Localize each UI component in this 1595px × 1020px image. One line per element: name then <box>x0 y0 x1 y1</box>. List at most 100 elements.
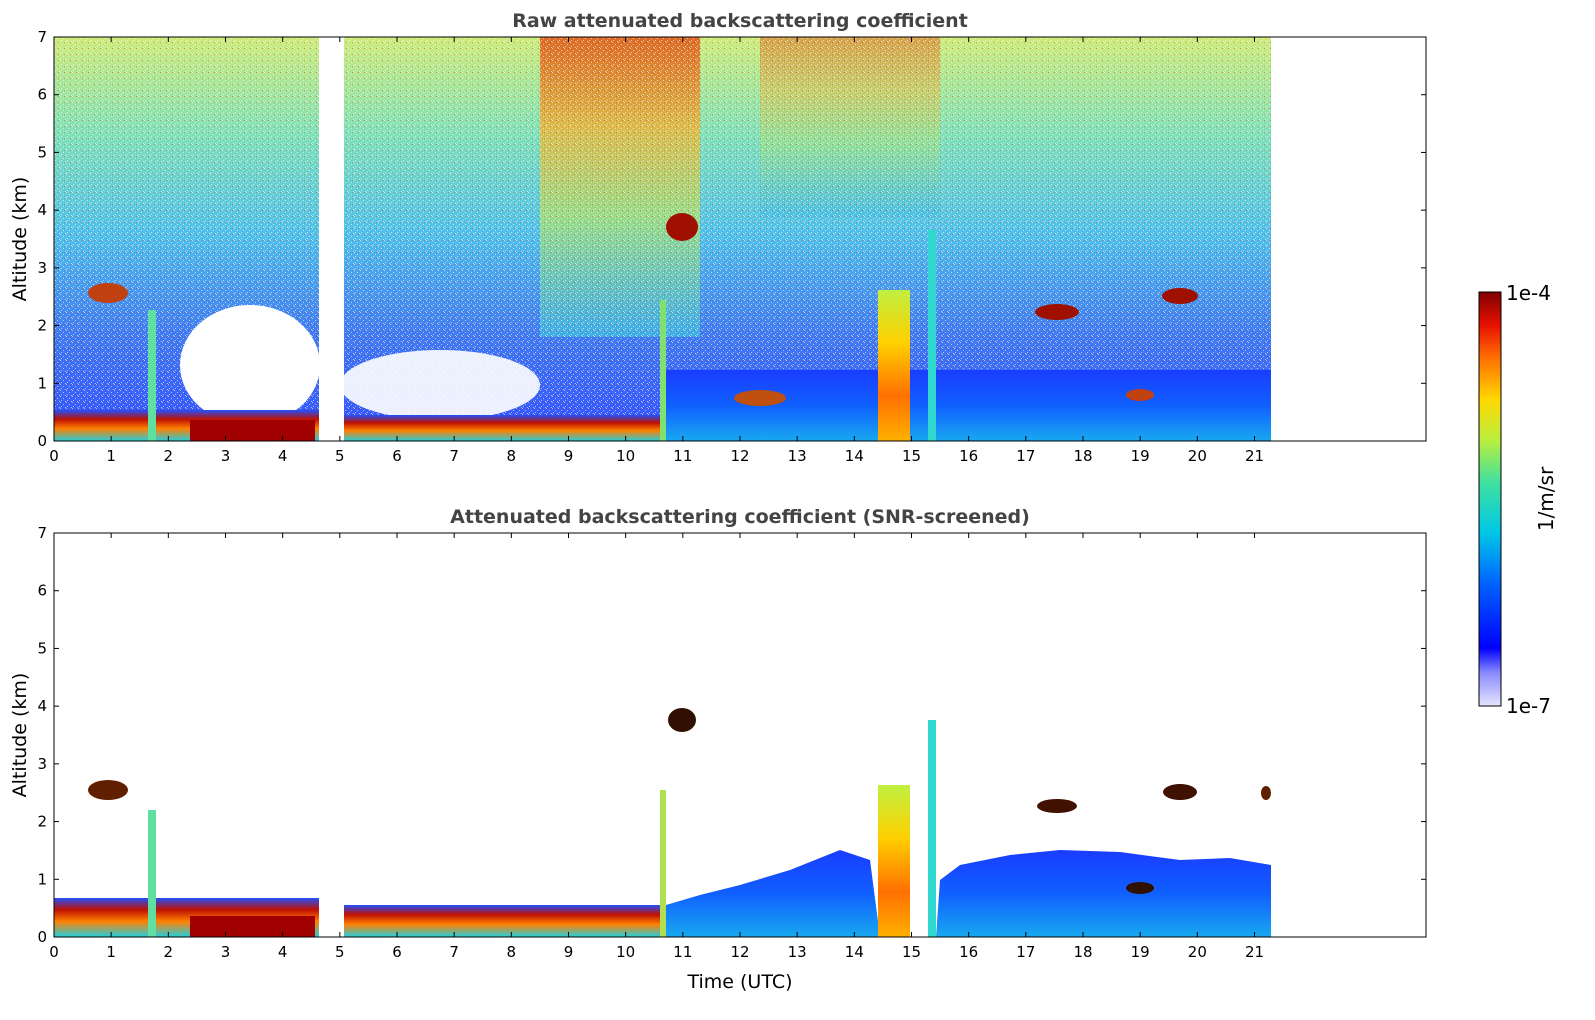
screened-cloud-4 <box>88 780 128 800</box>
x-tick-label: 18 <box>1073 943 1092 961</box>
x-tick-label: 16 <box>959 943 978 961</box>
raw-clear-void-1 <box>180 305 320 425</box>
raw-fall-streak <box>660 300 666 441</box>
x-tick-label: 9 <box>564 943 574 961</box>
raw-clear-void-2 <box>340 350 540 420</box>
x-tick-label: 21 <box>1245 943 1264 961</box>
y-tick-label: 7 <box>37 524 47 542</box>
screened-cloud-6 <box>1126 882 1154 894</box>
raw-precip-column <box>878 290 910 441</box>
x-tick-label: 4 <box>278 447 288 465</box>
x-tick-label: 1 <box>106 447 116 465</box>
x-tick-label: 5 <box>335 943 345 961</box>
screened-low-cloud-2 <box>936 850 1271 937</box>
colorbar: 1e-4 1e-7 1/m/sr <box>1478 281 1558 718</box>
y-tick-label: 5 <box>37 639 47 657</box>
x-tick-label: 15 <box>902 447 921 465</box>
colorbar-max-label: 1e-4 <box>1506 281 1551 305</box>
y-tick-label: 2 <box>37 317 47 335</box>
x-tick-label: 7 <box>449 447 459 465</box>
screened-backscatter-panel: Attenuated backscattering coefficient (S… <box>9 506 1427 993</box>
x-tick-label: 0 <box>49 943 59 961</box>
y-tick-label: 6 <box>37 86 47 104</box>
panel-title: Raw attenuated backscattering coefficien… <box>512 10 968 32</box>
x-tick-label: 10 <box>616 943 635 961</box>
raw-surface-red <box>190 420 315 441</box>
raw-precip-column-2 <box>928 230 936 441</box>
x-tick-label: 3 <box>221 943 231 961</box>
x-tick-label: 16 <box>959 447 978 465</box>
screened-cloud-1 <box>668 708 696 732</box>
x-tick-label: 10 <box>616 447 635 465</box>
x-tick-label: 18 <box>1073 447 1092 465</box>
screened-cloud-5 <box>1261 786 1271 800</box>
heatmap-raw <box>54 37 1271 441</box>
y-tick-label: 3 <box>37 755 47 773</box>
x-tick-label: 20 <box>1188 943 1207 961</box>
x-tick-label: 7 <box>449 943 459 961</box>
x-tick-label: 8 <box>507 447 517 465</box>
y-tick-label: 7 <box>37 28 47 46</box>
screened-precip-column-2 <box>928 720 936 937</box>
x-tick-label: 13 <box>788 943 807 961</box>
colorbar-unit-label: 1/m/sr <box>1534 466 1558 531</box>
screened-fall-streak-2 <box>148 810 156 937</box>
x-tick-label: 14 <box>845 447 864 465</box>
raw-cloud-2 <box>1035 304 1079 320</box>
x-tick-label: 1 <box>106 943 116 961</box>
screened-fall-streak <box>660 790 666 937</box>
y-tick-label: 4 <box>37 697 47 715</box>
raw-cloud-6 <box>734 390 786 406</box>
x-tick-label: 19 <box>1131 447 1150 465</box>
y-axis-label: Altitude (km) <box>9 177 31 302</box>
raw-boundary-layer-2 <box>344 415 666 441</box>
raw-cloud-3 <box>1162 288 1198 304</box>
x-tick-label: 12 <box>730 447 749 465</box>
x-tick-label: 8 <box>507 943 517 961</box>
screened-cloud-2 <box>1037 799 1077 813</box>
x-tick-label: 4 <box>278 943 288 961</box>
y-tick-label: 0 <box>37 928 47 946</box>
axes: 0 1 2 3 4 5 6 7 8 9 10 11 12 13 14 15 16 17 18 19 20 21012345… <box>37 524 1426 961</box>
raw-backscatter-panel: Raw attenuated backscattering coefficien… <box>9 10 1427 465</box>
x-tick-label: 6 <box>392 447 402 465</box>
raw-cloud-1 <box>666 213 698 241</box>
x-tick-label: 3 <box>221 447 231 465</box>
x-tick-label: 17 <box>1016 943 1035 961</box>
raw-cloud-4 <box>88 283 128 303</box>
x-tick-label: 14 <box>845 943 864 961</box>
x-tick-label: 20 <box>1188 447 1207 465</box>
y-tick-label: 0 <box>37 432 47 450</box>
heatmap-screened <box>54 533 1271 937</box>
x-tick-label: 2 <box>164 943 174 961</box>
x-tick-label: 21 <box>1245 447 1264 465</box>
raw-data-gap <box>319 37 344 441</box>
y-tick-label: 6 <box>37 582 47 600</box>
colorbar-min-label: 1e-7 <box>1506 694 1551 718</box>
x-tick-label: 13 <box>788 447 807 465</box>
y-tick-label: 5 <box>37 143 47 161</box>
y-tick-label: 2 <box>37 813 47 831</box>
colorbar-gradient <box>1478 291 1502 707</box>
x-tick-label: 2 <box>164 447 174 465</box>
screened-precip-column <box>878 785 910 937</box>
x-tick-label: 5 <box>335 447 345 465</box>
x-tick-label: 9 <box>564 447 574 465</box>
screened-data-gap <box>319 533 344 937</box>
y-axis-label: Altitude (km) <box>9 673 31 798</box>
x-tick-label: 17 <box>1016 447 1035 465</box>
x-tick-label: 12 <box>730 943 749 961</box>
raw-cloud-5 <box>1126 389 1154 401</box>
x-tick-label: 6 <box>392 943 402 961</box>
screened-cloud-3 <box>1163 784 1197 800</box>
axes: 0 1 2 3 4 5 6 7 8 9 10 11 12 13 14 15 16 17 18 19 20 21012345… <box>37 28 1426 465</box>
x-axis-label: Time (UTC) <box>686 971 792 993</box>
raw-fall-streak-2 <box>148 310 156 441</box>
panel-title: Attenuated backscattering coefficient (S… <box>450 506 1030 528</box>
y-tick-label: 3 <box>37 259 47 277</box>
y-tick-label: 1 <box>37 374 47 392</box>
screened-low-cloud <box>666 850 880 937</box>
x-tick-label: 15 <box>902 943 921 961</box>
x-tick-label: 11 <box>673 943 692 961</box>
